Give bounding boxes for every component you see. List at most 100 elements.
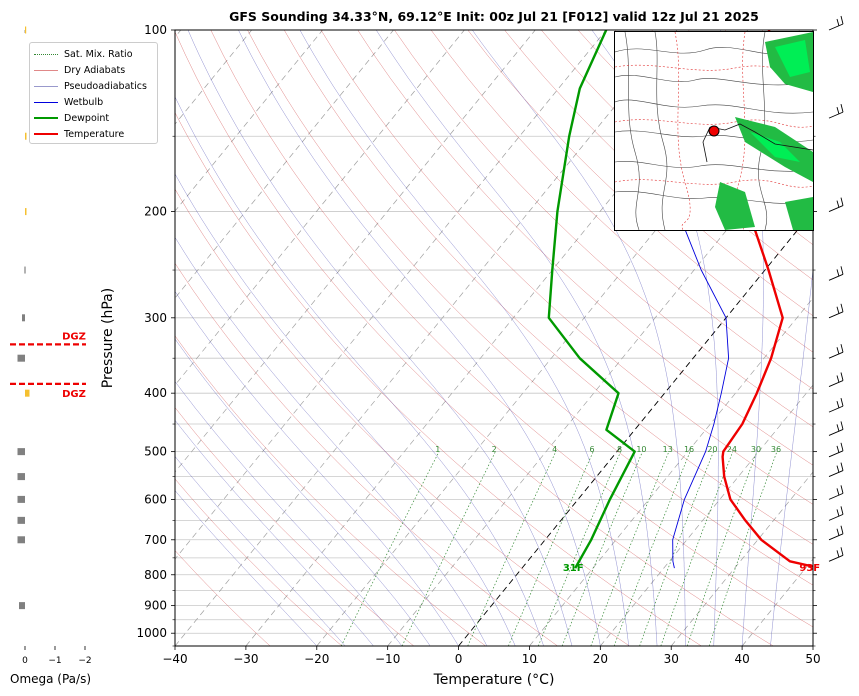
x-tick-label: −40 [162,652,187,666]
wind-barb [829,304,843,318]
mixing-ratio-line [661,452,733,646]
omega-bar [25,27,26,34]
sounding-location-marker [709,126,719,136]
mixing-ratio-label: 36 [771,445,781,454]
wind-barb-staff [829,534,843,540]
wind-barb-staff [829,555,843,561]
wind-barb-flag [837,446,839,453]
omega-bar [19,602,25,609]
legend: Sat. Mix. Ratio Dry Adiabats Pseudoadiab… [29,42,158,144]
isotherm-gridline [104,30,606,646]
legend-label: Dry Adiabats [64,65,125,76]
wind-barb-staff [829,451,843,457]
moist-adiabat [146,30,544,646]
wind-barb [829,104,843,118]
wind-barb-flag [841,421,843,429]
wind-barb [829,421,843,435]
omega-bar [18,448,26,455]
wind-barb-flag [841,463,843,471]
wind-barb-flag [837,401,839,408]
wind-barb-flag [837,347,839,354]
legend-item-pseudoadiabats: Pseudoadiabatics [34,79,147,93]
isotherm-gridline [175,30,677,646]
wind-barb-staff [829,471,843,477]
dry-adiabat [835,30,859,646]
wind-barb-flag [837,307,839,314]
omega-bar [25,390,30,397]
wind-barb [829,463,843,477]
legend-label: Pseudoadiabatics [64,81,147,92]
x-tick-label: 10 [522,652,537,666]
mixing-ratio-label: 8 [617,445,622,454]
wind-barb [829,506,843,520]
x-tick-label: 0 [455,652,463,666]
wind-barb-flag [841,304,843,312]
omega-axis-label: Omega (Pa/s) [10,672,91,686]
mixing-ratio-label: 4 [552,445,557,454]
wind-barb-flag [837,529,839,536]
omega-tick-label: −2 [78,656,91,666]
legend-item-dewpoint: Dewpoint [34,111,109,125]
legend-item-temperature: Temperature [34,127,124,141]
mixing-ratio-line [402,452,495,646]
omega-tick-label: −1 [48,656,61,666]
wind-barb-flag [841,443,843,451]
wind-barb-flag [841,506,843,514]
mixing-ratio-label: 30 [751,445,761,454]
y-tick-label: 1000 [136,626,167,640]
wind-barb [829,398,843,412]
wind-barb [829,373,843,387]
y-tick-label: 100 [144,23,167,37]
wind-barb-staff [829,312,843,318]
mixing-ratio-label: 16 [684,445,694,454]
wind-barb [829,485,843,499]
y-tick-label: 200 [144,205,167,219]
wind-barb-staff [829,514,843,520]
mixing-ratio-line [640,452,714,646]
mixing-ratio-line [687,452,757,646]
wind-barb-flag [837,19,839,26]
omega-bar [18,473,26,480]
mixing-ratio-line [614,452,690,646]
x-tick-label: 40 [734,652,749,666]
wind-barb-flag [841,16,843,24]
wind-barb-flag [837,550,839,557]
wind-barb-flag [841,398,843,406]
surface-dewpoint-label: 31F [563,563,584,574]
dgz-label: DGZ [62,389,86,400]
surface-temperature-label: 93F [799,563,820,574]
wind-barb-staff [829,112,843,118]
wind-barb-flag [837,466,839,473]
wind-barb-flag [841,344,843,352]
wind-barb-flag [841,485,843,493]
moist-adiabat [110,30,515,646]
x-tick-label: −10 [375,652,400,666]
mixing-ratio-label: 10 [636,445,646,454]
legend-label: Temperature [64,129,124,140]
y-tick-label: 400 [144,386,167,400]
wind-barb [829,16,843,30]
inset-surface-map [614,31,814,231]
wind-barb [829,443,843,457]
wind-barb-staff [829,406,843,412]
legend-item-mixing-ratio: Sat. Mix. Ratio [34,47,133,61]
mixing-ratio-label: 1 [435,445,440,454]
wind-barb-flag [841,104,843,112]
wind-barb-flag [837,107,839,114]
wind-barb-flag [841,526,843,534]
wind-barb-staff [829,429,843,435]
omega-bar [22,314,25,321]
omega-bar [18,536,26,543]
legend-item-dry-adiabats: Dry Adiabats [34,63,125,77]
omega-bar [18,355,26,362]
legend-label: Wetbulb [64,97,103,108]
mixing-ratio-line [709,452,777,646]
wind-barb-staff [829,206,843,212]
wind-barb-flag [841,198,843,206]
y-tick-label: 700 [144,533,167,547]
wind-barb [829,266,843,280]
mixing-ratio-line [562,452,642,646]
wind-barb [829,344,843,358]
dgz-label: DGZ [62,331,86,342]
